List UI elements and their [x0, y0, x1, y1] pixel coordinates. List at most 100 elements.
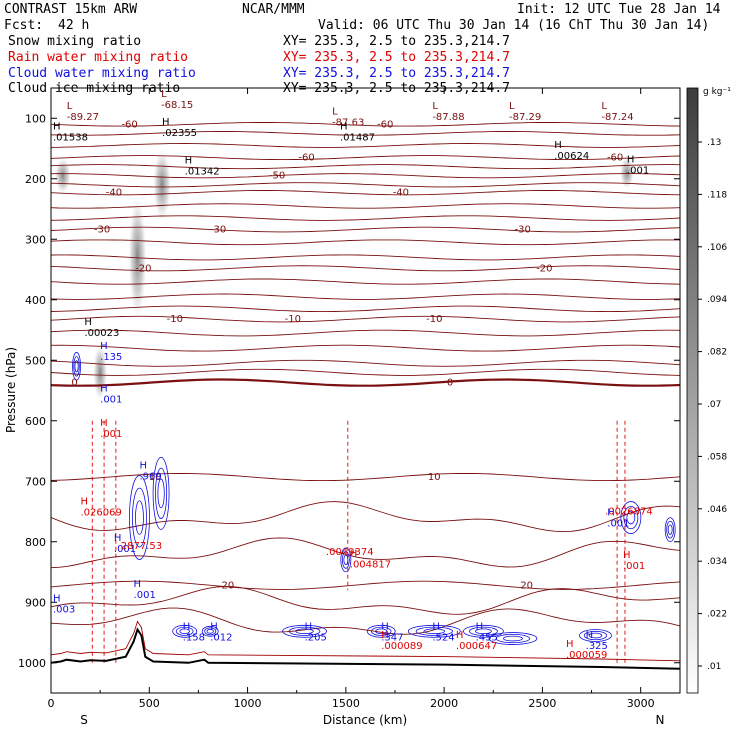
y-tick-label: 600 [25, 415, 46, 428]
isotherm-label: -60 [377, 119, 393, 130]
cloud-water-contour [488, 632, 538, 645]
cloud-water-contour [74, 360, 79, 373]
cloud-water-extremum-marker: H [586, 630, 594, 641]
cloud-water-contour [579, 629, 612, 642]
cloud-water-extremum-marker: H [100, 341, 108, 352]
endpoint-right: N [656, 713, 665, 727]
cloud-water-contour [72, 351, 81, 381]
isotherm-label: 0 [71, 378, 77, 389]
isotherm-contour [51, 278, 680, 285]
temperature-extremum-value: -89.27 [67, 112, 99, 123]
isotherm-label: -10 [167, 314, 183, 325]
cloud-water-contour [157, 478, 165, 509]
temperature-extremum-marker: L [332, 106, 338, 117]
snow-shading [153, 149, 172, 220]
isotherm-contour [51, 239, 680, 246]
forecast-hours: 42 h [58, 18, 90, 33]
center-title: NCAR/MMM [242, 2, 305, 17]
cloud-water-extremum-marker: H [53, 594, 61, 605]
field-xy-cloud-water: XY= 235.3, 2.5 to 235.3,214.7 [283, 66, 510, 81]
isotherm-contour [51, 580, 680, 590]
cloud-water-extremum-marker: H [183, 621, 191, 632]
cloud-water-contour [667, 524, 673, 535]
y-tick-label: 800 [25, 536, 46, 549]
isotherm-contour [51, 315, 680, 323]
isotherm-contour [51, 586, 680, 615]
temperature-extremum-marker: L [161, 89, 167, 100]
field-xy-rain: XY= 235.3, 2.5 to 235.3,214.7 [283, 50, 510, 65]
isotherm-label: 10 [428, 472, 441, 483]
cloud-water-contour [201, 625, 219, 637]
y-tick-label: 200 [25, 173, 46, 186]
temperature-extremum-value: -87.24 [601, 112, 633, 123]
isotherm-contour [51, 368, 680, 376]
snow-extremum-marker: H [53, 122, 61, 133]
isotherm-contour [51, 182, 680, 188]
isotherm-label: -10 [285, 314, 301, 325]
snow-extremum-value: .00624 [554, 151, 589, 162]
cloud-water-extremum-marker: H [114, 533, 122, 544]
isotherm-label: 0 [447, 378, 453, 389]
colorbar-tick-label: .01 [707, 662, 721, 672]
snow-extremum-marker: H [554, 140, 562, 151]
temperature-extremum-value: -87.63 [332, 117, 364, 128]
cloud-water-extremum-marker: H [210, 621, 218, 632]
cloud-water-contour [620, 501, 642, 534]
isotherm-label: -60 [121, 119, 137, 130]
rain-extremum-value: .000089 [381, 641, 422, 652]
x-tick-label: 3000 [627, 697, 655, 710]
cloud-water-contour [288, 626, 321, 636]
isotherm-contour [51, 329, 680, 337]
cloud-water-contour [204, 627, 217, 636]
cloud-water-contour [463, 624, 504, 638]
isotherm-label: -20 [536, 263, 552, 274]
snow-extremum-marker: H [627, 154, 635, 165]
cloud-water-contour [132, 487, 147, 548]
temperature-extremum-marker: L [67, 101, 73, 112]
x-tick-label: 1000 [234, 697, 262, 710]
cloud-water-contour [366, 624, 396, 638]
cloud-water-contour [152, 456, 170, 530]
y-tick-label: 1000 [18, 657, 46, 670]
cloud-water-extremum-value: .969 [139, 471, 161, 482]
isotherm-contour [51, 173, 680, 179]
cloud-water-extremum-marker: H [305, 621, 313, 632]
init-time: Init: 12 UTC Tue 28 Jan 14 [517, 2, 721, 17]
rain-extremum-marker: H [80, 497, 88, 508]
plot-frame [50, 87, 681, 694]
isotherm-contour [51, 254, 680, 261]
isotherm-label: 20 [520, 580, 533, 591]
x-tick-label: 2000 [430, 697, 458, 710]
cloud-water-extremum-value: .001 [607, 519, 629, 530]
snow-extremum-value: .01487 [340, 133, 375, 144]
isotherm-contour [51, 164, 680, 170]
isotherm-label: -10 [426, 314, 442, 325]
cloud-water-extremum-value: .003 [53, 605, 75, 616]
isotherm-contour [51, 265, 680, 272]
cloud-water-extremum-value: .001 [100, 395, 122, 406]
isotherm-label: -40 [106, 188, 122, 199]
cloud-water-contour [206, 628, 214, 634]
snow-extremum-marker: H [340, 122, 348, 133]
y-tick-label: 400 [25, 294, 46, 307]
cloud-water-extremum-marker: H [100, 384, 108, 395]
cloud-water-extremum-value: .325 [586, 641, 608, 652]
cloud-water-contour [583, 630, 608, 641]
rain-extremum-marker: H [456, 630, 464, 641]
cloud-water-contour [469, 626, 498, 636]
cloud-water-extremum-marker: H [432, 621, 440, 632]
cloud-water-contour [664, 517, 676, 543]
cloud-water-contour [73, 356, 80, 377]
isotherm-label: 20 [222, 580, 235, 591]
y-tick-label: 500 [25, 354, 46, 367]
y-tick-label: 300 [25, 233, 46, 246]
isotherm-contour [51, 190, 680, 196]
x-tick-label: 2500 [528, 697, 556, 710]
x-tick-label: 0 [48, 697, 55, 710]
snow-extremum-value: .00023 [84, 328, 119, 339]
cloud-water-extremum-marker: H [134, 579, 142, 590]
snow-extremum-marker: H [84, 317, 92, 328]
snow-extremum-value: .01342 [185, 166, 220, 177]
cloud-water-contour [155, 467, 168, 519]
